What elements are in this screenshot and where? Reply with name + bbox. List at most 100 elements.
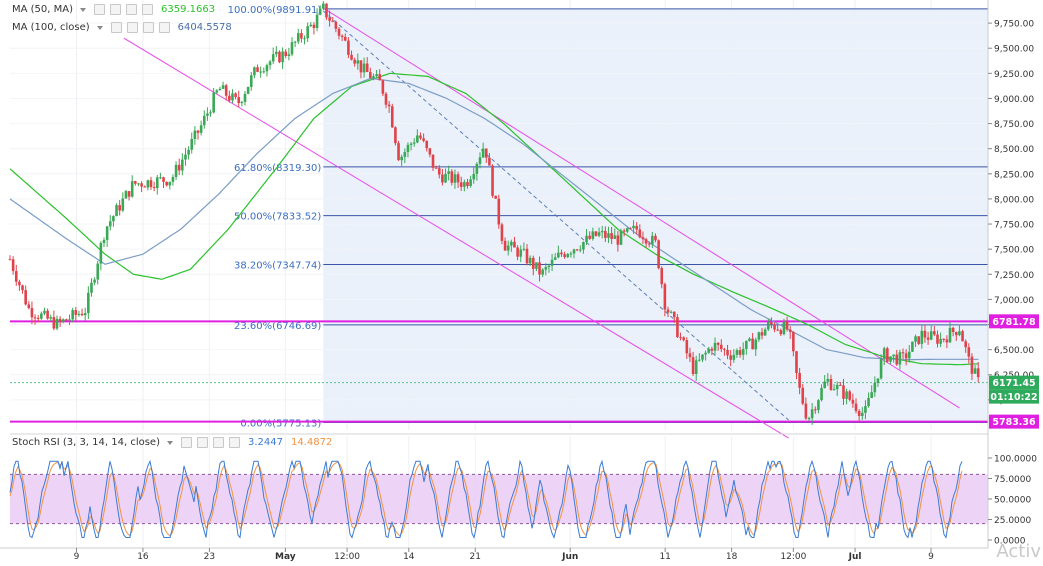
x-tick-label: May — [275, 552, 296, 562]
candle-body — [40, 313, 43, 319]
plus-icon[interactable] — [142, 22, 154, 33]
candle-body — [475, 163, 479, 174]
candle-body — [550, 259, 554, 266]
candle-body — [105, 226, 109, 241]
candle-body — [879, 358, 883, 379]
legend-ma50[interactable]: MA (50, MA) 6359.1663 — [12, 4, 215, 15]
legend-ma100[interactable]: MA (100, close) 6404.5578 — [12, 22, 232, 33]
candle-body — [801, 387, 805, 404]
chevron-down-icon[interactable] — [80, 7, 87, 12]
close-icon[interactable] — [142, 4, 154, 15]
candle-body — [193, 130, 197, 139]
eye-icon[interactable] — [94, 4, 106, 15]
candle-body — [102, 240, 106, 244]
close-icon[interactable] — [158, 22, 170, 33]
candle-body — [459, 182, 463, 187]
candle-body — [698, 359, 701, 361]
plus-icon[interactable] — [126, 4, 138, 15]
candle-body — [268, 61, 272, 66]
candle-body — [622, 230, 626, 232]
candle-body — [716, 342, 720, 345]
candle-body — [873, 382, 877, 393]
gear-icon[interactable] — [126, 22, 138, 33]
candle-body — [757, 332, 761, 340]
legend-rsi-label: Stoch RSI (3, 3, 14, 14, close) — [12, 437, 160, 448]
plus-icon[interactable] — [213, 437, 224, 448]
candle-body — [726, 349, 729, 356]
candle-body — [331, 20, 335, 22]
candle-body — [243, 93, 247, 102]
candle-body — [917, 336, 920, 344]
candle-body — [196, 130, 200, 133]
candle-body — [936, 334, 939, 344]
candle-body — [563, 254, 566, 258]
candle-body — [275, 51, 278, 55]
fib-level-label: 100.00%(9891.91) — [228, 5, 322, 16]
candle-body — [412, 142, 416, 144]
candle-body — [33, 317, 37, 319]
candle-body — [27, 304, 31, 309]
candle-body — [434, 167, 438, 169]
y-tick-label: 9,750.00 — [994, 20, 1034, 30]
candle-body — [766, 322, 770, 330]
candle-body — [190, 138, 194, 150]
candle-body — [215, 90, 219, 93]
y-tick-label: 7,000.00 — [994, 296, 1034, 306]
candle-body — [973, 368, 977, 374]
candle-body — [842, 385, 845, 399]
y-tick-label: 8,000.00 — [994, 195, 1034, 205]
candle-body — [500, 224, 504, 241]
candle-body — [450, 171, 454, 183]
gear-icon[interactable] — [197, 437, 208, 448]
x-tick-label: 9 — [74, 552, 80, 562]
candle-body — [343, 36, 347, 41]
candle-body — [441, 174, 444, 183]
candle-body — [729, 355, 732, 360]
candle-body — [453, 174, 457, 183]
candle-body — [347, 40, 350, 55]
candle-body — [588, 235, 591, 239]
candle-body — [18, 281, 21, 286]
legend-rsi-d-value: 14.4872 — [291, 437, 333, 448]
candle-body — [839, 384, 842, 386]
candle-body — [409, 143, 413, 145]
candle-body — [785, 321, 789, 330]
candle-body — [544, 267, 548, 270]
close-icon[interactable] — [229, 437, 240, 448]
candle-body — [773, 324, 776, 330]
support-price-text: 5783.36 — [992, 417, 1036, 428]
candle-body — [143, 186, 147, 188]
candle-body — [108, 221, 112, 227]
eye-icon[interactable] — [181, 437, 192, 448]
candle-body — [303, 38, 306, 40]
candle-body — [625, 228, 629, 232]
chevron-down-icon[interactable] — [96, 25, 103, 30]
x-tick-label: Jul — [848, 552, 862, 562]
candle-body — [83, 313, 87, 316]
candle-body — [400, 156, 403, 161]
candle-body — [860, 412, 864, 416]
current-price-tag — [989, 375, 1039, 390]
candle-body — [535, 262, 538, 269]
candle-body — [735, 350, 739, 355]
candle-body — [823, 381, 826, 388]
eye-icon[interactable] — [110, 22, 122, 33]
trend-channel — [123, 7, 960, 439]
candle-body — [907, 351, 911, 359]
candle-body — [522, 248, 526, 250]
rsi-tick-label: 0.0000 — [994, 537, 1026, 547]
candle-body — [469, 179, 472, 186]
y-tick-label: 7,500.00 — [994, 246, 1034, 256]
moving-averages — [9, 72, 979, 366]
candle-body — [804, 403, 808, 419]
candle-body — [669, 311, 673, 313]
legend-stoch-rsi[interactable]: Stoch RSI (3, 3, 14, 14, close) 3.2447 1… — [12, 437, 332, 448]
candle-body — [666, 309, 670, 313]
candle-body — [813, 409, 817, 411]
candle-body — [945, 339, 949, 343]
candle-body — [751, 338, 754, 350]
candle-body — [575, 249, 579, 251]
chevron-down-icon[interactable] — [167, 440, 173, 445]
gear-icon[interactable] — [110, 4, 122, 15]
